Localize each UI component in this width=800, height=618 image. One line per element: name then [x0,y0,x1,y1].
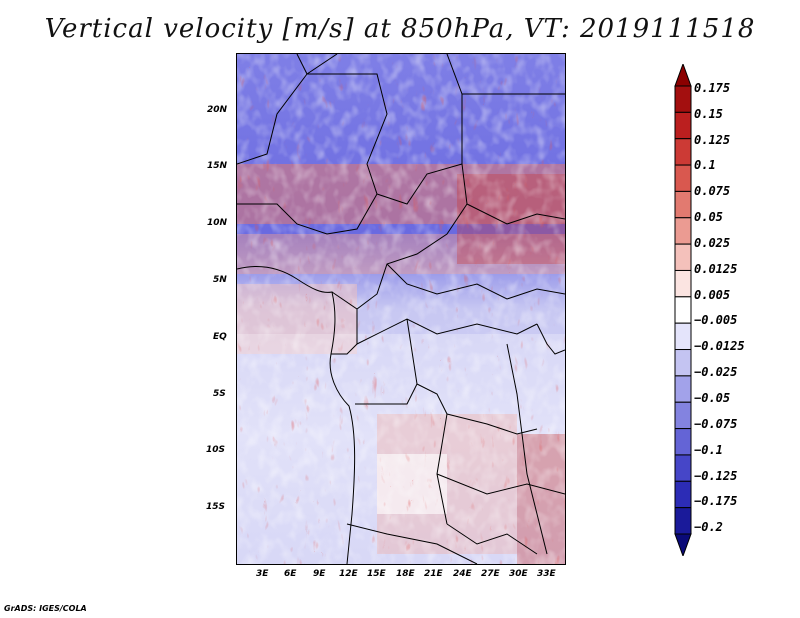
colorbar-swatch [674,454,692,482]
colorbar-swatch [674,243,692,271]
lat-tick-label: 15S [206,502,226,512]
colorbar-label: −0.175 [694,494,738,508]
lon-tick-label: 21E [424,569,443,579]
colorbar-swatch [674,322,692,351]
colorbar-label: −0.025 [694,365,738,379]
lon-tick-label: 24E [453,569,472,579]
colorbar-swatch [674,401,692,430]
colorbar-swatch [674,64,692,87]
colorbar-swatch [674,111,692,140]
lat-tick-label: 15N [207,161,228,171]
map-panel [236,53,566,565]
velocity-field [237,54,565,564]
colorbar-label: −0.0125 [694,339,745,353]
colorbar-label: 0.125 [694,133,731,147]
lon-tick-label: 33E [537,569,556,579]
lat-tick-label: 20N [207,105,228,115]
colorbar-swatch [674,507,692,535]
colorbar-swatch [674,428,692,456]
colorbar-label: 0.0125 [694,262,738,276]
lon-tick-label: 12E [339,569,358,579]
colorbar-swatch [674,349,692,377]
lat-tick-label: 10S [206,445,226,455]
colorbar-swatch [674,138,692,166]
colorbar-label: −0.005 [694,313,738,327]
colorbar-label: −0.075 [694,417,738,431]
colorbar-swatch [674,296,692,324]
lon-tick-label: 6E [284,569,297,579]
lat-tick-label: 5N [213,275,227,285]
colorbar-swatch [674,190,692,219]
lon-tick-label: 27E [481,569,500,579]
colorbar-label: −0.2 [694,520,723,534]
colorbar-label: 0.005 [694,288,731,302]
colorbar-swatch [674,533,692,556]
lat-tick-label: EQ [213,332,227,342]
colorbar-label: 0.025 [694,236,731,250]
colorbar-label: 0.1 [694,158,716,172]
colorbar-label: 0.075 [694,184,731,198]
colorbar-label: −0.125 [694,469,738,483]
colorbar-swatch [674,375,692,403]
colorbar-swatch [674,269,692,298]
colorbar-swatch [674,480,692,509]
lat-tick-label: 5S [213,389,226,399]
colorbar-swatch [674,85,692,113]
map-title: Vertical velocity [m/s] at 850hPa, VT: 2… [44,14,756,44]
lon-tick-label: 30E [509,569,528,579]
colorbar-label: 0.175 [694,81,731,95]
lat-tick-label: 10N [207,218,228,228]
colorbar-swatch [674,164,692,192]
colorbar-label: 0.15 [694,107,723,121]
colorbar-label: 0.05 [694,210,723,224]
footer-credit: GrADS: IGES/COLA [4,604,87,613]
colorbar-swatch [674,217,692,245]
colorbar-label: −0.05 [694,391,731,405]
lon-tick-label: 9E [313,569,326,579]
colorbar-label: −0.1 [694,443,723,457]
colorbar [674,64,692,556]
lon-tick-label: 15E [367,569,386,579]
lon-tick-label: 18E [396,569,415,579]
lon-tick-label: 3E [256,569,269,579]
